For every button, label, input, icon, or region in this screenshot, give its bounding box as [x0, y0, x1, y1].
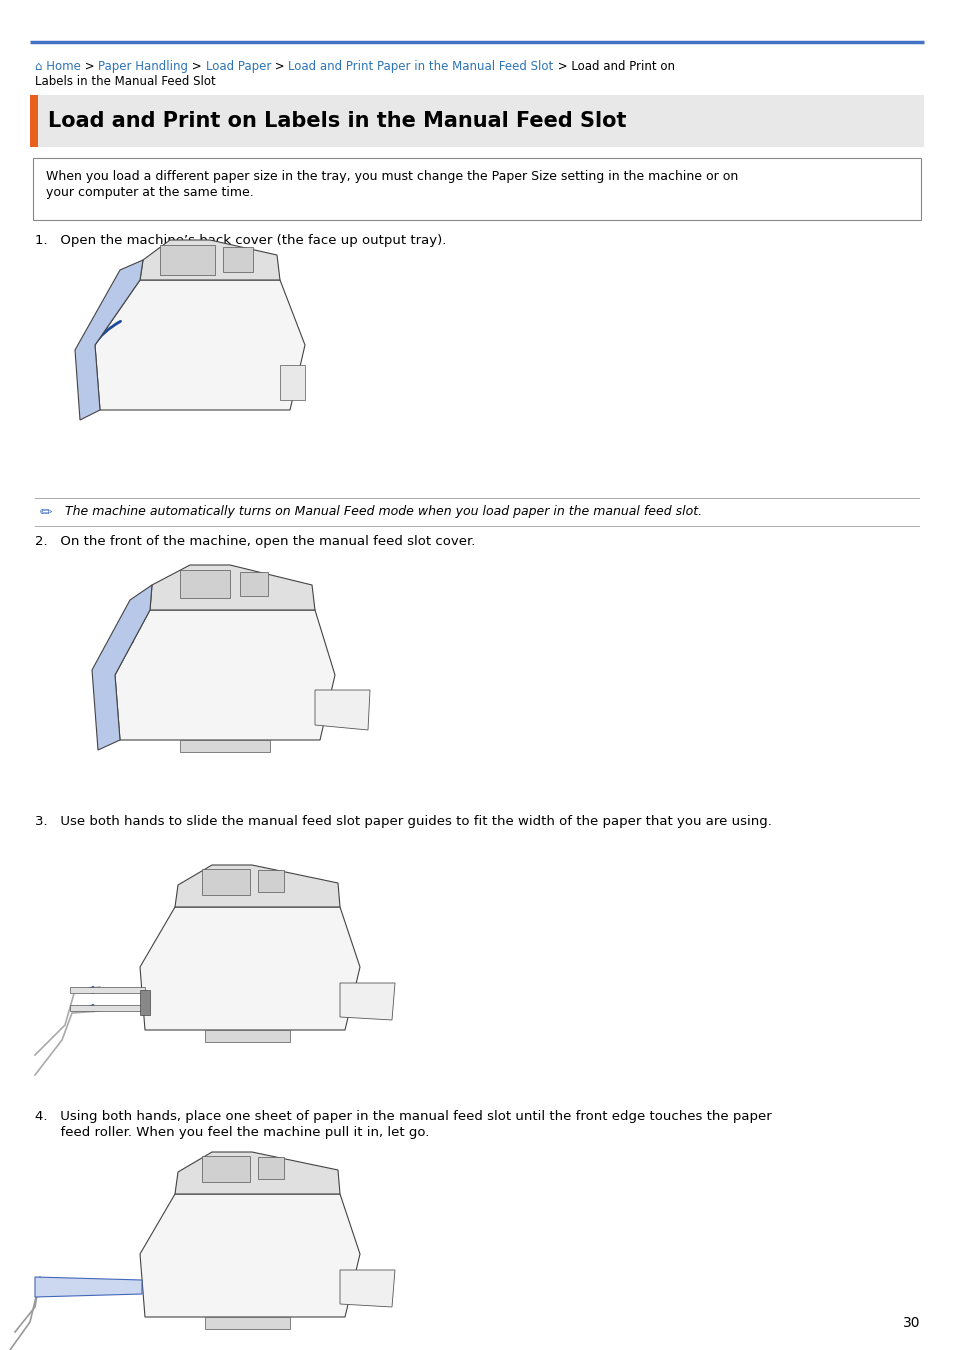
Bar: [70, 1004, 145, 1011]
Polygon shape: [115, 610, 335, 740]
Bar: [70, 987, 145, 994]
Bar: [257, 1157, 284, 1179]
Bar: [180, 570, 230, 598]
Text: your computer at the same time.: your computer at the same time.: [46, 186, 253, 198]
Bar: [280, 364, 305, 400]
Polygon shape: [140, 907, 359, 1030]
Text: Load and Print on Labels in the Manual Feed Slot: Load and Print on Labels in the Manual F…: [48, 111, 626, 131]
Bar: [240, 572, 268, 595]
Text: > Load and Print on: > Load and Print on: [553, 59, 674, 73]
Polygon shape: [339, 983, 395, 1021]
Text: feed roller. When you feel the machine pull it in, let go.: feed roller. When you feel the machine p…: [35, 1126, 429, 1139]
Polygon shape: [150, 566, 314, 610]
Text: Load and Print Paper in the Manual Feed Slot: Load and Print Paper in the Manual Feed …: [288, 59, 553, 73]
Text: The machine automatically turns on Manual Feed mode when you load paper in the m: The machine automatically turns on Manua…: [65, 505, 701, 518]
Polygon shape: [91, 585, 152, 751]
Text: ⌂ Home: ⌂ Home: [35, 59, 81, 73]
Text: Paper Handling: Paper Handling: [98, 59, 188, 73]
Bar: [180, 740, 270, 752]
Bar: [140, 990, 150, 1015]
Text: When you load a different paper size in the tray, you must change the Paper Size: When you load a different paper size in …: [46, 170, 738, 184]
Bar: [30, 95, 38, 147]
Text: 30: 30: [902, 1316, 919, 1330]
Text: 3.   Use both hands to slide the manual feed slot paper guides to fit the width : 3. Use both hands to slide the manual fe…: [35, 815, 771, 828]
Bar: [160, 244, 214, 275]
Polygon shape: [35, 1277, 142, 1297]
Text: >: >: [271, 59, 288, 73]
Bar: [257, 869, 284, 892]
Bar: [30, 95, 923, 147]
Text: 2.   On the front of the machine, open the manual feed slot cover.: 2. On the front of the machine, open the…: [35, 535, 475, 548]
Text: Load Paper: Load Paper: [206, 59, 271, 73]
Polygon shape: [95, 279, 305, 410]
Bar: [223, 247, 253, 271]
Text: >: >: [188, 59, 206, 73]
Polygon shape: [174, 1152, 339, 1193]
Polygon shape: [75, 261, 143, 420]
Text: 1.   Open the machine’s back cover (the face up output tray).: 1. Open the machine’s back cover (the fa…: [35, 234, 446, 247]
Text: 4.   Using both hands, place one sheet of paper in the manual feed slot until th: 4. Using both hands, place one sheet of …: [35, 1110, 771, 1123]
Bar: [202, 869, 250, 895]
Text: >: >: [81, 59, 98, 73]
Text: ✏: ✏: [40, 505, 52, 520]
Polygon shape: [140, 1193, 359, 1318]
Bar: [202, 1156, 250, 1183]
Polygon shape: [339, 1270, 395, 1307]
Polygon shape: [174, 865, 339, 907]
Bar: [33, 158, 920, 220]
Polygon shape: [140, 240, 280, 279]
Bar: [205, 1318, 290, 1328]
Text: Labels in the Manual Feed Slot: Labels in the Manual Feed Slot: [35, 76, 215, 88]
Polygon shape: [314, 690, 370, 730]
Bar: [205, 1030, 290, 1042]
